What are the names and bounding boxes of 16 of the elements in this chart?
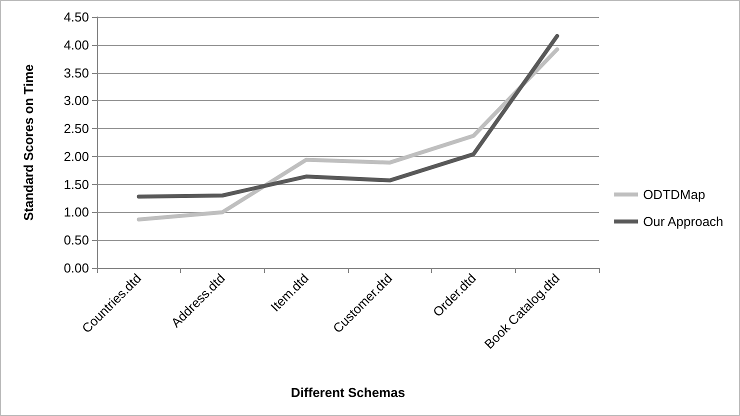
y-tick-label: 2.00 [64, 148, 89, 164]
x-axis-title: Different Schemas [290, 385, 406, 400]
y-tick-label: 4.00 [64, 37, 89, 52]
y-tick-label: 3.00 [64, 93, 89, 108]
y-tick-label: 2.50 [64, 121, 89, 136]
y-tick-label: 0.50 [64, 232, 89, 248]
y-axis-title: Standard Scores on Time [21, 64, 36, 221]
y-tick-label: 3.50 [64, 65, 89, 80]
legend-label: Our Approach [643, 214, 724, 229]
y-tick-label: 0.00 [64, 260, 89, 276]
line-series [136, 47, 560, 222]
y-tick-label: 1.00 [64, 204, 89, 220]
legend-label: ODTDMap [643, 187, 706, 202]
line-series [136, 34, 560, 199]
y-tick-label: 1.50 [64, 176, 89, 192]
y-tick-label: 4.50 [64, 10, 89, 24]
